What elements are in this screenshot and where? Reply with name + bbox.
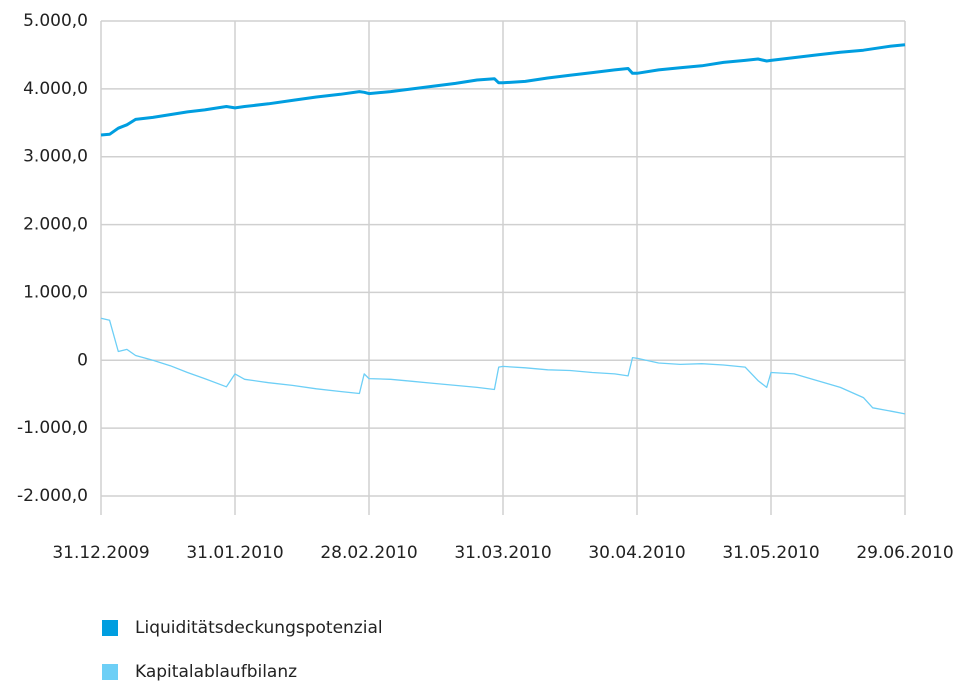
line bbox=[100, 43, 906, 137]
y-tick-label: -1.000,0 bbox=[17, 418, 88, 438]
legend-label: Liquiditätsdeckungspotenzial bbox=[135, 618, 383, 638]
x-tick-label: 31.05.2010 bbox=[722, 543, 819, 563]
x-tick-label: 28.02.2010 bbox=[320, 543, 417, 563]
legend-swatch bbox=[102, 620, 118, 636]
y-tick-label: 0 bbox=[77, 350, 88, 370]
x-tick-label: 31.12.2009 bbox=[52, 543, 149, 563]
y-tick-label: 1.000,0 bbox=[23, 282, 88, 302]
y-tick-label: -2.000,0 bbox=[17, 486, 88, 506]
y-tick-label: 2.000,0 bbox=[23, 215, 88, 235]
y-tick-label: 3.000,0 bbox=[23, 147, 88, 167]
legend-label: Kapitalablaufbilanz bbox=[135, 662, 297, 681]
x-tick-label: 31.03.2010 bbox=[454, 543, 551, 563]
line bbox=[100, 317, 906, 415]
legend-swatch bbox=[102, 664, 118, 680]
x-tick-label: 30.04.2010 bbox=[588, 543, 685, 563]
x-tick-label: 29.06.2010 bbox=[856, 543, 953, 563]
y-tick-label: 4.000,0 bbox=[23, 79, 88, 99]
x-tick-label: 31.01.2010 bbox=[186, 543, 283, 563]
y-tick-label: 5.000,0 bbox=[23, 11, 88, 31]
